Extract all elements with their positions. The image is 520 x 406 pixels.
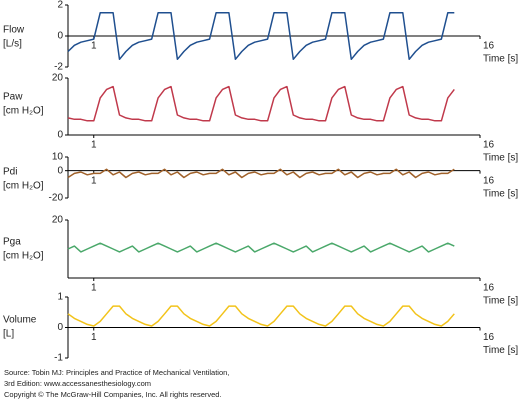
y-axis-label: [L/s] (3, 39, 22, 50)
x-tick-label: 16 (483, 175, 495, 186)
x-axis-label: Time [s] (483, 54, 518, 65)
x-tick-label: 1 (91, 332, 97, 343)
data-line (67, 242, 455, 253)
y-axis-label: Paw (3, 92, 23, 103)
data-line (67, 305, 455, 327)
y-axis-label: [cm H₂O] (3, 106, 44, 117)
x-axis-label: Time [s] (483, 296, 518, 307)
data-line (67, 85, 455, 122)
y-tick-label: 0 (57, 322, 63, 333)
x-tick-label: 1 (91, 41, 97, 52)
x-tick-label: 16 (483, 140, 495, 151)
x-tick-label: 1 (91, 283, 97, 294)
y-axis-label: Volume (3, 315, 37, 326)
y-tick-label: 0 (57, 31, 63, 42)
y-axis-label: [cm H₂O] (3, 181, 44, 192)
y-axis-label: [cm H₂O] (3, 251, 44, 262)
y-tick-label: 0 (57, 130, 63, 141)
y-axis-label: [L] (3, 329, 14, 340)
source-line: Source: Tobin MJ: Principles and Practic… (4, 368, 229, 377)
y-tick-label: -2 (54, 62, 63, 73)
x-tick-label: 1 (91, 140, 97, 151)
source-line: 3rd Edition: www.accessanesthesiology.co… (4, 379, 151, 388)
y-tick-label: 2 (57, 0, 63, 11)
y-tick-label: 20 (52, 215, 64, 226)
y-axis-label: Pga (3, 237, 21, 248)
x-tick-label: 16 (483, 332, 495, 343)
x-axis-label: Time [s] (483, 188, 518, 199)
y-axis-label: Flow (3, 25, 25, 36)
x-axis-label: Time [s] (483, 153, 518, 164)
y-tick-label: -20 (49, 193, 64, 204)
data-line (67, 12, 455, 61)
copyright: Copyright © The McGraw-Hill Companies, I… (4, 390, 222, 399)
y-tick-label: 0 (57, 165, 63, 176)
y-axis-label: Pdi (3, 167, 17, 178)
x-tick-label: 16 (483, 283, 495, 294)
y-tick-label: -1 (54, 353, 63, 364)
y-tick-label: 1 (57, 292, 63, 303)
y-tick-label: 20 (52, 73, 64, 84)
x-tick-label: 1 (91, 175, 97, 186)
data-line (67, 168, 455, 179)
x-axis-label: Time [s] (483, 345, 518, 356)
y-tick-label: 10 (52, 152, 64, 163)
x-tick-label: 16 (483, 41, 495, 52)
